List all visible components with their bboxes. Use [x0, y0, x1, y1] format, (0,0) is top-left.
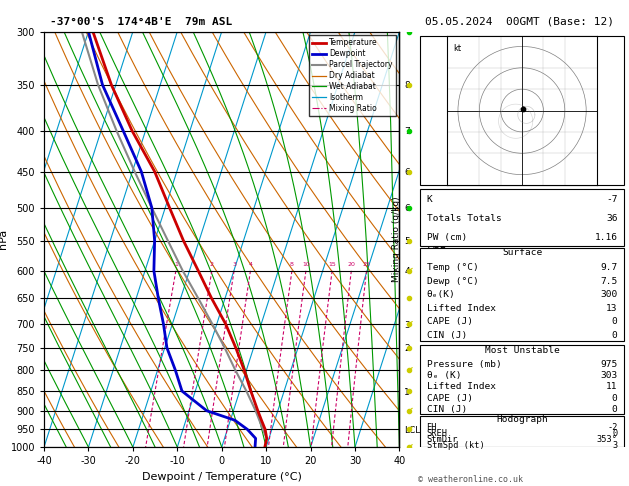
- Text: 0: 0: [612, 429, 618, 438]
- Text: 0: 0: [612, 317, 618, 326]
- Text: Surface: Surface: [502, 248, 542, 257]
- X-axis label: Dewpoint / Temperature (°C): Dewpoint / Temperature (°C): [142, 472, 302, 482]
- Text: 11: 11: [606, 382, 618, 391]
- Text: 9.7: 9.7: [600, 263, 618, 272]
- Text: 10: 10: [302, 262, 310, 267]
- Text: © weatheronline.co.uk: © weatheronline.co.uk: [418, 474, 523, 484]
- Text: 4: 4: [248, 262, 252, 267]
- Y-axis label: hPa: hPa: [0, 229, 8, 249]
- Text: StmDir: StmDir: [426, 435, 458, 444]
- Text: CIN (J): CIN (J): [426, 330, 467, 340]
- Y-axis label: km
ASL: km ASL: [428, 228, 447, 250]
- Text: 25: 25: [362, 262, 370, 267]
- Text: 353°: 353°: [596, 435, 618, 444]
- Text: 20: 20: [347, 262, 355, 267]
- Text: 3: 3: [232, 262, 236, 267]
- Text: CIN (J): CIN (J): [426, 405, 467, 414]
- Text: CAPE (J): CAPE (J): [426, 394, 472, 402]
- Text: 7.5: 7.5: [600, 277, 618, 286]
- Text: θₑ(K): θₑ(K): [426, 290, 455, 299]
- Text: θₑ (K): θₑ (K): [426, 371, 461, 380]
- Text: Most Unstable: Most Unstable: [485, 346, 559, 355]
- Text: 0: 0: [612, 394, 618, 402]
- Text: Temp (°C): Temp (°C): [426, 263, 478, 272]
- Bar: [420, 190, 624, 245]
- Text: Lifted Index: Lifted Index: [426, 304, 496, 312]
- Text: StmSpd (kt): StmSpd (kt): [426, 441, 484, 450]
- Text: Dewp (°C): Dewp (°C): [426, 277, 478, 286]
- Text: 3: 3: [612, 441, 618, 450]
- Text: 2: 2: [210, 262, 214, 267]
- Text: 1: 1: [174, 262, 178, 267]
- Text: -2: -2: [607, 423, 618, 432]
- Text: SREH: SREH: [426, 429, 448, 438]
- Text: Totals Totals: Totals Totals: [426, 214, 501, 223]
- Text: -7: -7: [606, 195, 618, 204]
- Text: 1.16: 1.16: [594, 233, 618, 242]
- Bar: [420, 36, 624, 185]
- Text: 975: 975: [600, 360, 618, 369]
- Text: -37°00'S  174°4B'E  79m ASL: -37°00'S 174°4B'E 79m ASL: [50, 17, 233, 27]
- Text: K: K: [426, 195, 432, 204]
- Bar: [420, 248, 624, 341]
- Text: 36: 36: [606, 214, 618, 223]
- Text: 0: 0: [612, 330, 618, 340]
- Text: PW (cm): PW (cm): [426, 233, 467, 242]
- Point: [518, 105, 528, 113]
- Bar: [420, 416, 624, 447]
- Text: 0: 0: [612, 405, 618, 414]
- Text: 13: 13: [606, 304, 618, 312]
- Legend: Temperature, Dewpoint, Parcel Trajectory, Dry Adiabat, Wet Adiabat, Isotherm, Mi: Temperature, Dewpoint, Parcel Trajectory…: [309, 35, 396, 116]
- Text: Hodograph: Hodograph: [496, 415, 548, 424]
- Bar: [420, 346, 624, 414]
- Text: Lifted Index: Lifted Index: [426, 382, 496, 391]
- Text: 300: 300: [600, 290, 618, 299]
- Text: 15: 15: [328, 262, 336, 267]
- Text: EH: EH: [426, 423, 437, 432]
- Text: 303: 303: [600, 371, 618, 380]
- Text: Pressure (mb): Pressure (mb): [426, 360, 501, 369]
- Text: kt: kt: [454, 44, 462, 52]
- Text: 8: 8: [290, 262, 294, 267]
- Text: Mixing Ratio (g/kg): Mixing Ratio (g/kg): [392, 196, 401, 282]
- Text: CAPE (J): CAPE (J): [426, 317, 472, 326]
- Text: 05.05.2024  00GMT (Base: 12): 05.05.2024 00GMT (Base: 12): [425, 17, 613, 27]
